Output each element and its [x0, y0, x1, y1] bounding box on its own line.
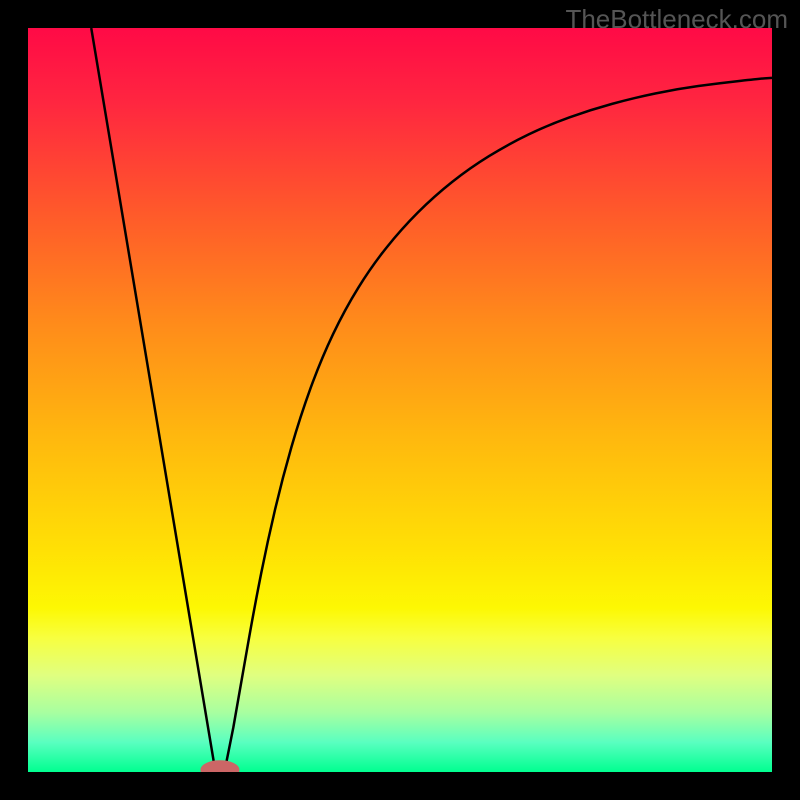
bottleneck-chart — [0, 0, 800, 800]
watermark-text: TheBottleneck.com — [565, 4, 788, 35]
bottleneck-marker — [201, 761, 239, 779]
chart-gradient-background — [28, 28, 772, 772]
